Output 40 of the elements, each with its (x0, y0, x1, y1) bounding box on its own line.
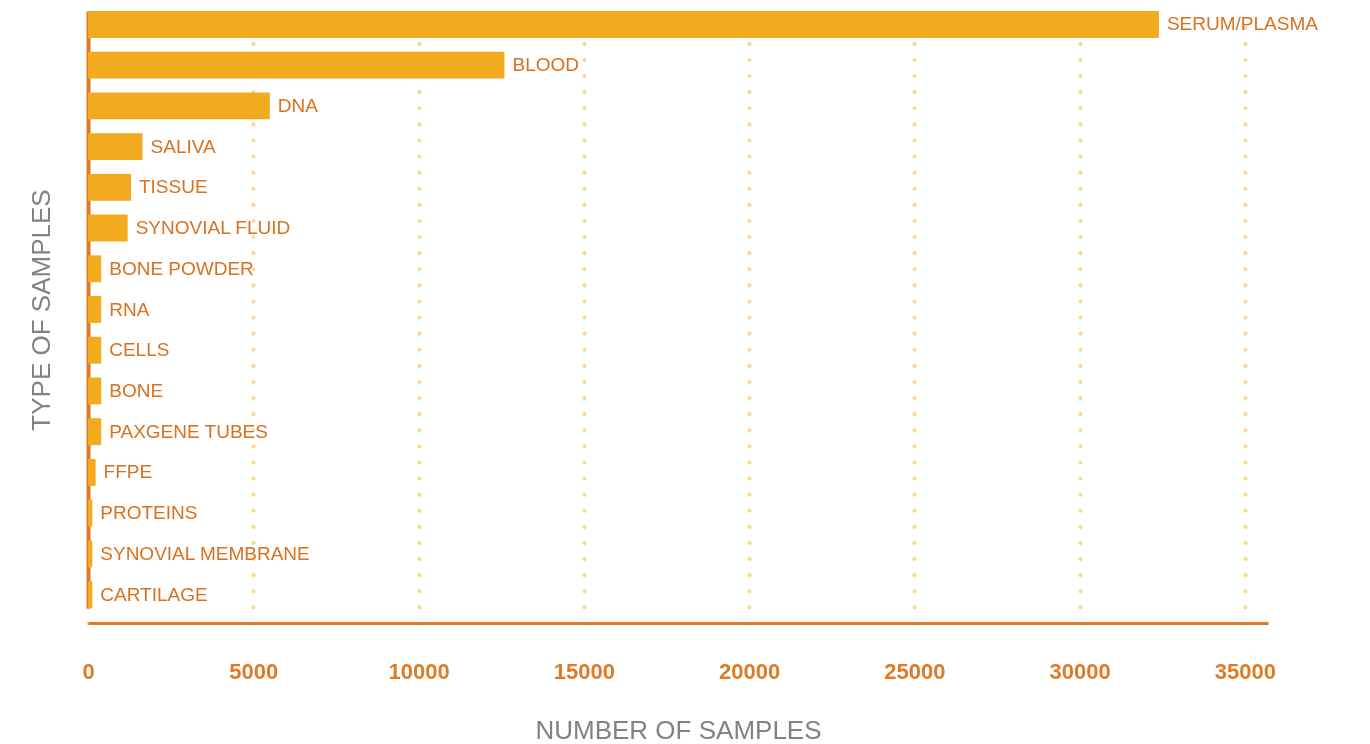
x-tick-label: 5000 (229, 658, 279, 684)
y-tick-label: PROTEINS (100, 502, 198, 524)
bar (88, 133, 143, 161)
y-tick-label: TISSUE (138, 176, 208, 198)
bar (88, 581, 93, 608)
y-tick-label: BONE POWDER (109, 257, 254, 279)
bar (88, 377, 102, 405)
y-tick-label: SERUM/PLASMA (1166, 13, 1319, 35)
x-tick-label: 15000 (553, 658, 615, 684)
y-tick-label: PAXGENE TUBES (109, 420, 268, 442)
x-tick-label: 25000 (884, 658, 946, 684)
y-tick-label: SYNOVIAL FLUID (135, 217, 291, 239)
bar (88, 458, 96, 486)
bar (88, 296, 102, 323)
y-axis-title: TYPE OF SAMPLES (25, 189, 56, 431)
bar (88, 51, 505, 79)
bar (88, 540, 93, 568)
bar (88, 92, 270, 120)
y-tick-label: BONE (109, 379, 164, 401)
x-tick-label: 20000 (718, 658, 781, 684)
x-axis-title: NUMBER OF SAMPLES (535, 714, 822, 744)
y-tick-label: DNA (277, 94, 319, 116)
x-tick-label: 30000 (1049, 658, 1111, 684)
y-tick-label: SALIVA (150, 135, 216, 157)
y-tick-label: BLOOD (512, 54, 579, 76)
bar (88, 173, 131, 201)
bar (88, 336, 102, 364)
bar (88, 255, 102, 283)
y-tick-label: RNA (109, 298, 150, 320)
x-tick-label: 10000 (388, 658, 450, 684)
bar (88, 499, 93, 527)
y-tick-label: FFPE (103, 461, 153, 483)
y-tick-label: SYNOVIAL MEMBRANE (100, 542, 310, 564)
x-tick-label: 35000 (1214, 658, 1276, 684)
bar (88, 11, 1159, 38)
bar (88, 214, 128, 242)
y-tick-label: CELLS (109, 339, 170, 361)
y-tick-label: CARTILAGE (100, 583, 208, 605)
x-tick-label: 0 (82, 658, 95, 684)
bar (88, 418, 102, 446)
